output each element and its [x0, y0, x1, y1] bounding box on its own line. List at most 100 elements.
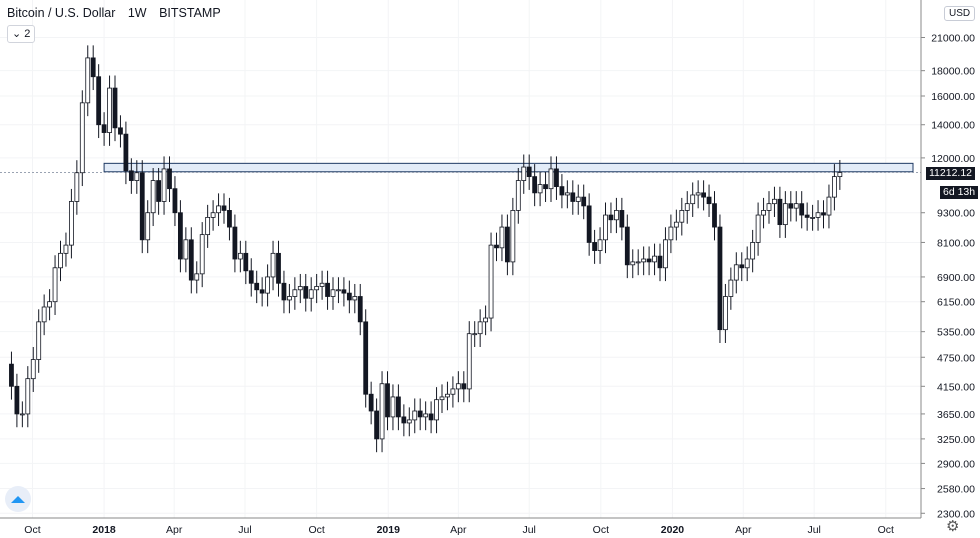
candle-body	[118, 127, 123, 135]
candle-body	[237, 252, 243, 260]
price-tick-label: 2580.00	[937, 484, 975, 496]
candle-body	[210, 212, 216, 218]
candle-body	[96, 76, 102, 126]
candle-body	[782, 203, 788, 226]
tradingview-logo-icon[interactable]	[5, 486, 31, 512]
gridlines	[0, 0, 921, 518]
candle-body	[63, 244, 69, 254]
candle-body	[276, 252, 281, 284]
candle-body	[504, 226, 510, 263]
indicators-collapse-button[interactable]: ⌄ 2	[7, 25, 36, 43]
candle-body	[684, 203, 690, 211]
candle-body	[668, 226, 674, 241]
time-tick-label: 2019	[377, 524, 401, 536]
price-axis[interactable]: 2300.00 2580.00 2900.00 3250.00 3650.00 4150.…	[921, 33, 975, 521]
candle-body	[232, 226, 238, 260]
candle-body	[167, 168, 172, 190]
candle-body	[303, 286, 309, 299]
candle-body	[417, 410, 423, 418]
candle-body	[619, 210, 625, 228]
candle-body	[390, 396, 396, 418]
candle-body	[346, 292, 352, 301]
price-tick-label: 4150.00	[937, 381, 975, 393]
candle-body	[412, 410, 418, 421]
candle-body	[690, 194, 696, 205]
candle-body	[510, 210, 516, 263]
candle-body	[52, 267, 58, 303]
candle-body	[434, 399, 439, 421]
candle-body	[9, 363, 14, 387]
interval-label[interactable]: 1W	[127, 6, 147, 20]
candle-body	[297, 286, 303, 291]
candle-body	[374, 410, 380, 440]
candle-body	[466, 333, 472, 390]
candle-body	[227, 210, 232, 228]
candle-body	[712, 203, 717, 228]
candle-body	[581, 196, 587, 207]
time-tick-label: Apr	[735, 524, 752, 536]
candle-body	[652, 255, 657, 263]
price-tick-label: 8100.00	[937, 237, 975, 249]
candle-body	[270, 252, 276, 278]
time-axis[interactable]: Oct 2018 Apr Jul Oct 2019 Apr Jul Oct 2020 Apr Jul O…	[24, 524, 894, 536]
candle-body	[19, 413, 25, 416]
candle-body	[472, 333, 478, 336]
candle-body	[744, 258, 750, 269]
candle-body	[199, 234, 205, 275]
candle-body	[36, 321, 42, 360]
price-tick-label: 14000.00	[931, 120, 975, 132]
candle-body	[150, 180, 156, 214]
candle-body	[450, 388, 456, 395]
currency-button[interactable]: USD	[944, 6, 976, 21]
candle-body	[624, 226, 630, 266]
candle-body	[379, 383, 385, 440]
candle-body	[363, 321, 369, 395]
candle-body	[161, 168, 167, 202]
candle-body	[597, 239, 603, 251]
candle-body	[646, 258, 652, 263]
candle-body	[815, 212, 821, 218]
candle-body	[733, 264, 739, 281]
candle-body	[139, 172, 145, 241]
candle-body	[439, 396, 445, 401]
time-tick-label: Oct	[593, 524, 609, 536]
candle-body	[352, 296, 358, 301]
price-tick-label: 5350.00	[937, 327, 975, 339]
candle-body	[614, 210, 619, 221]
candle-body	[608, 214, 614, 221]
candle-body	[777, 198, 783, 226]
candle-body	[739, 264, 745, 269]
candle-body	[772, 198, 777, 205]
symbol-name: Bitcoin / U.S. Dollar	[7, 6, 116, 20]
price-tick-label: 18000.00	[931, 66, 975, 78]
time-tick-label: Jul	[522, 524, 535, 536]
time-tick-label: Oct	[24, 524, 40, 536]
candle-body	[657, 255, 663, 269]
candle-body	[499, 226, 505, 249]
candle-body	[554, 168, 559, 188]
candle-body	[47, 301, 52, 308]
candle-body	[788, 203, 794, 209]
candle-body	[521, 166, 527, 181]
candle-body	[341, 289, 347, 294]
candle-body	[172, 188, 178, 214]
candle-body	[750, 242, 756, 260]
candle-body	[281, 282, 287, 301]
candle-body	[564, 192, 570, 196]
time-tick-label: Jul	[238, 524, 251, 536]
candle-body	[570, 192, 576, 202]
candle-body	[156, 180, 162, 202]
price-tick-label: 21000.00	[931, 33, 975, 45]
chevron-down-icon: ⌄	[12, 28, 22, 40]
gear-icon[interactable]: ⚙	[946, 518, 960, 535]
candle-body	[183, 239, 189, 260]
candle-body	[603, 214, 608, 241]
price-tick-label: 9300.00	[937, 208, 975, 220]
candle-body	[673, 221, 679, 228]
resistance-zone	[103, 162, 914, 173]
candle-body	[761, 210, 766, 216]
candle-body	[243, 252, 249, 272]
candle-body	[586, 205, 592, 243]
candle-body	[799, 203, 805, 216]
